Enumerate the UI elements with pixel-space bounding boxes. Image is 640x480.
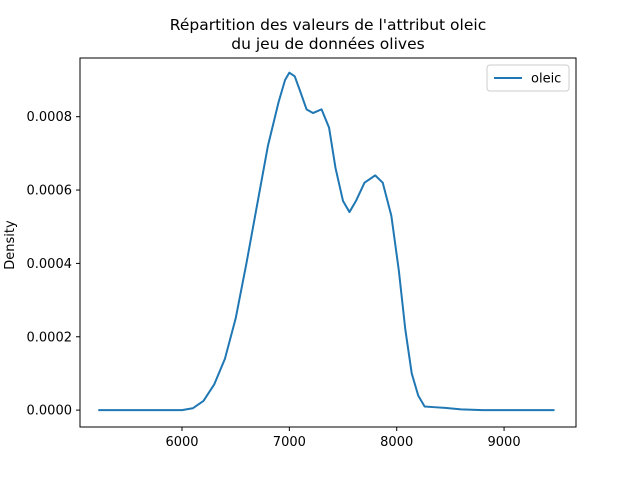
plot-area [79,57,577,428]
x-tick-label: 7000 [273,435,306,450]
y-tick-label: 0.0008 [27,110,73,125]
legend-label-oleic: oleic [531,72,561,87]
x-tick-label: 6000 [165,435,198,450]
x-tick-label: 9000 [488,435,521,450]
y-tick-label: 0.0006 [27,184,73,199]
x-axis-ticks: 6000 7000 8000 9000 [165,427,521,450]
y-tick-label: 0.0002 [27,330,73,345]
chart-title-line-2: du jeu de données olives [231,35,424,53]
legend: oleic [486,64,570,92]
y-axis-ticks: 0.0000 0.0002 0.0004 0.0006 0.0008 [27,110,80,419]
series-line-oleic [98,71,555,412]
chart-title-line-1: Répartition des valeurs de l'attribut ol… [170,16,486,34]
y-tick-label: 0.0000 [27,404,73,419]
axes-frame [79,57,577,428]
x-tick-label: 8000 [380,435,413,450]
legend-box [486,64,570,92]
y-axis-label: Density [3,220,18,270]
y-tick-label: 0.0004 [27,257,73,272]
